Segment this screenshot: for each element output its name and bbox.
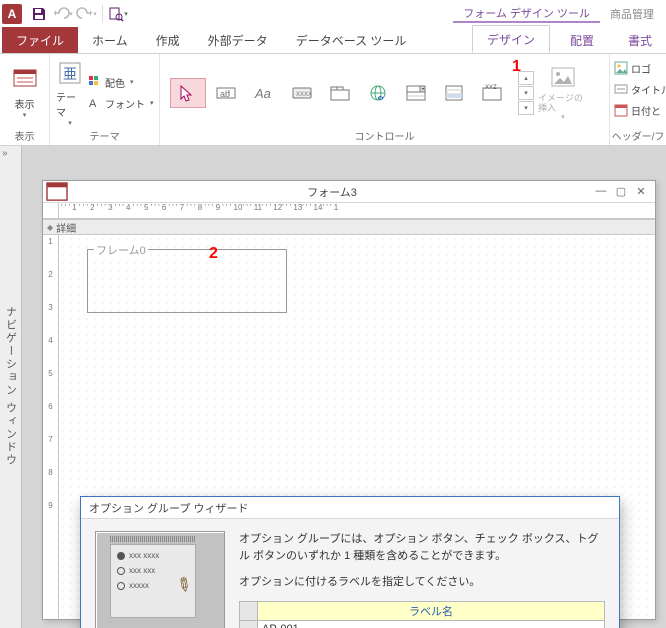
- logo-icon: [614, 61, 628, 75]
- pencil-icon: ✎: [171, 573, 195, 599]
- option-group-frame-label: フレーム0: [94, 242, 148, 258]
- themes-group-label: テーマ: [50, 127, 159, 145]
- control-option-group[interactable]: XYZ: [474, 78, 510, 108]
- themes-label: テーマ: [56, 89, 84, 119]
- fonts-icon: A: [88, 96, 102, 110]
- tab-database-tools[interactable]: データベース ツール: [282, 27, 421, 53]
- gallery-scroll-down-icon[interactable]: ▾: [518, 86, 534, 100]
- print-preview-icon[interactable]: ▾: [107, 3, 129, 25]
- control-label[interactable]: Aa: [246, 78, 282, 108]
- themes-button[interactable]: 亜 テーマ ▾: [56, 60, 84, 126]
- maximize-icon[interactable]: ▢: [613, 185, 629, 198]
- title-icon: [614, 82, 628, 96]
- control-combobox[interactable]: [398, 78, 434, 108]
- fonts-button[interactable]: A フォント▾: [88, 93, 154, 113]
- option-group-frame[interactable]: フレーム0: [87, 249, 287, 313]
- label-column-header: ラベル名: [258, 602, 604, 621]
- logo-button[interactable]: ロゴ: [614, 58, 651, 78]
- tab-file[interactable]: ファイル: [2, 27, 78, 53]
- wizard-title: オプション グループ ウィザード: [81, 497, 619, 519]
- views-label: 表示: [15, 96, 35, 111]
- tab-arrange[interactable]: 配置: [556, 27, 608, 53]
- wizard-illustration: xxx xxxx xxx xxx xxxxx ✎: [95, 531, 225, 628]
- minimize-icon[interactable]: —: [593, 185, 609, 198]
- tab-external-data[interactable]: 外部データ: [194, 27, 282, 53]
- control-select-pointer[interactable]: [170, 78, 206, 108]
- wizard-text-1: オプション グループには、オプション ボタン、チェック ボックス、トグル ボタン…: [239, 531, 605, 564]
- navigation-pane-collapsed[interactable]: ナビゲーション ウィンドウ: [0, 146, 22, 628]
- redo-icon[interactable]: ▾: [76, 3, 98, 25]
- gallery-expand-icon[interactable]: ▾: [518, 101, 534, 115]
- insert-image-button[interactable]: イメージの挿入 ▾: [538, 60, 588, 126]
- detail-section-header[interactable]: 詳細: [43, 219, 655, 235]
- label-row[interactable]: AP-001: [258, 621, 604, 628]
- datetime-button[interactable]: 日付と: [614, 100, 661, 120]
- ruler-corner: [43, 203, 59, 219]
- colors-label: 配色: [105, 75, 125, 90]
- control-textbox[interactable]: ab: [208, 78, 244, 108]
- form-window-title: フォーム3: [71, 184, 593, 200]
- control-hyperlink[interactable]: [360, 78, 396, 108]
- datetime-icon: [614, 103, 628, 117]
- control-listbox[interactable]: [436, 78, 472, 108]
- insert-image-label: イメージの挿入: [538, 94, 588, 114]
- controls-group-label: コントロール: [160, 127, 609, 145]
- views-button[interactable]: 表示 ▾: [6, 60, 43, 126]
- control-button[interactable]: XXXX: [284, 78, 320, 108]
- svg-text:A: A: [89, 98, 97, 110]
- close-icon[interactable]: ✕: [633, 185, 649, 198]
- option-group-wizard-dialog: オプション グループ ウィザード xxx xxxx xxx xxx xxxxx …: [80, 496, 620, 628]
- navpane-toggle-icon[interactable]: »: [2, 148, 8, 159]
- contextual-tab-title: フォーム デザイン ツール: [453, 5, 600, 23]
- gallery-scroll-up-icon[interactable]: ▴: [518, 71, 534, 85]
- svg-text:Aa: Aa: [254, 86, 271, 101]
- vertical-ruler: 123456789: [43, 235, 59, 619]
- label-names-grid[interactable]: ラベル名 AP-001 RS-225 YU-301 ✎OP-458 * 3: [239, 601, 605, 628]
- mdi-client-area: フォーム3 — ▢ ✕ ' ' ' 1 ' ' ' 2 ' ' ' 3 ' ' …: [22, 146, 666, 628]
- detail-section-label: 詳細: [56, 220, 76, 235]
- controls-gallery: ab Aa XXXX XYZ: [168, 76, 512, 110]
- title-bar: A ▾ ▾ ▾ フォーム デザイン ツール 商品管理: [0, 0, 666, 28]
- tab-format[interactable]: 書式: [614, 27, 666, 53]
- save-icon[interactable]: [28, 3, 50, 25]
- ribbon: 表示 ▾ 表示 亜 テーマ ▾ 配色▾ A フォント▾: [0, 54, 666, 146]
- colors-icon: [88, 75, 102, 89]
- gallery-scroll[interactable]: ▴ ▾ ▾: [518, 71, 534, 115]
- tab-design[interactable]: デザイン: [472, 25, 550, 53]
- document-title: 商品管理: [600, 6, 664, 22]
- tab-home[interactable]: ホーム: [78, 27, 142, 53]
- wizard-text-2: オプションに付けるラベルを指定してください。: [239, 574, 605, 591]
- logo-label: ロゴ: [631, 61, 651, 76]
- fonts-label: フォント: [105, 96, 145, 111]
- title-label: タイトル: [631, 82, 666, 97]
- views-group-label: 表示: [0, 127, 49, 145]
- undo-icon[interactable]: ▾: [52, 3, 74, 25]
- horizontal-ruler: ' ' ' 1 ' ' ' 2 ' ' ' 3 ' ' ' 4 ' ' ' 5 …: [59, 203, 655, 219]
- svg-text:XYZ: XYZ: [485, 85, 497, 91]
- svg-text:亜: 亜: [63, 66, 77, 82]
- tab-create[interactable]: 作成: [142, 27, 194, 53]
- datetime-label: 日付と: [631, 103, 661, 118]
- svg-text:XXXX: XXXX: [296, 92, 312, 98]
- form-window-icon: [47, 184, 67, 200]
- colors-button[interactable]: 配色▾: [88, 72, 154, 92]
- title-button[interactable]: タイトル: [614, 79, 666, 99]
- headerfooter-group-label: ヘッダー/フ: [610, 127, 666, 145]
- ribbon-tabs: ファイル ホーム 作成 外部データ データベース ツール デザイン 配置 書式: [0, 28, 666, 54]
- app-icon: A: [2, 4, 22, 24]
- control-tab[interactable]: [322, 78, 358, 108]
- navigation-pane-label: ナビゲーション ウィンドウ: [3, 306, 19, 467]
